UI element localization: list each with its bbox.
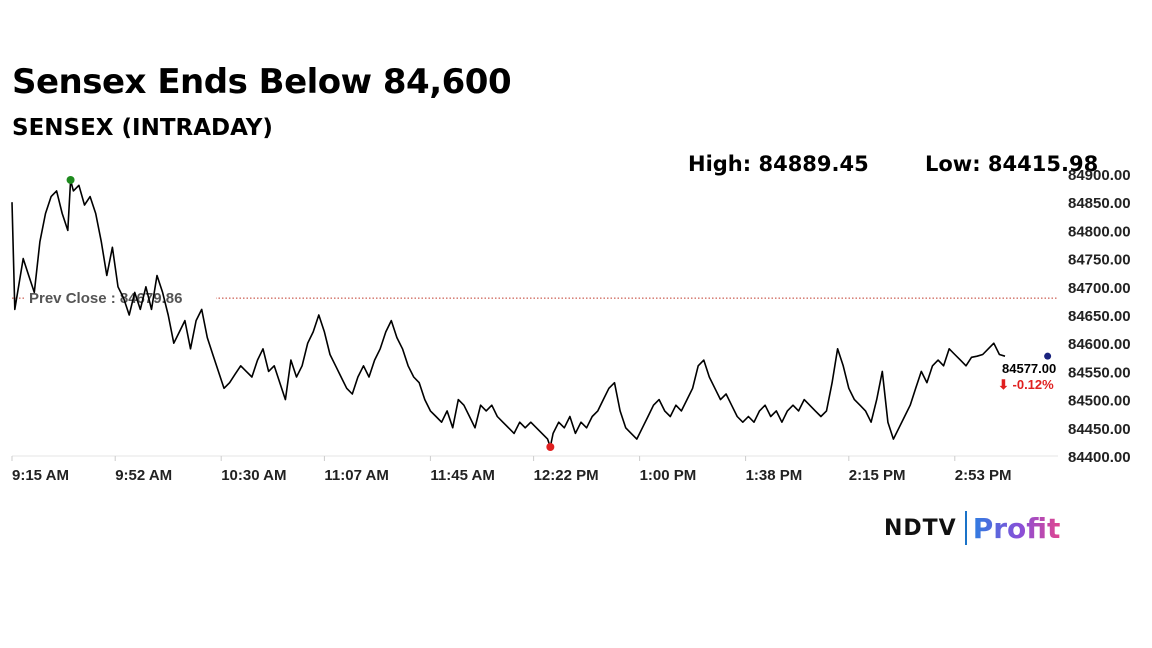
change-percent-label: ⬇ -0.12%: [998, 377, 1054, 392]
x-tick-label: 2:15 PM: [849, 467, 906, 484]
y-tick-label: 84750.00: [1068, 252, 1131, 269]
y-tick-label: 84600.00: [1068, 336, 1131, 353]
day-low-marker: [546, 442, 555, 451]
y-tick-label: 84900.00: [1068, 167, 1131, 184]
high-value: High: 84889.45: [688, 152, 869, 176]
y-tick-label: 84500.00: [1068, 393, 1131, 410]
logo-profit-text: Profit: [972, 511, 1061, 545]
low-value: Low: 84415.98: [925, 152, 1099, 176]
headline: Sensex Ends Below 84,600: [12, 62, 512, 102]
x-tick-label: 10:30 AM: [221, 467, 286, 484]
day-high-marker: [66, 175, 75, 184]
chart-subtitle: SENSEX (INTRADAY): [12, 115, 273, 141]
last-price-label: 84577.00: [1002, 361, 1056, 376]
x-tick-label: 1:38 PM: [746, 467, 803, 484]
x-tick-label: 9:52 AM: [115, 467, 172, 484]
prev-close-label: Prev Close : 84679.86: [29, 290, 182, 307]
y-tick-label: 84450.00: [1068, 421, 1131, 438]
ndtv-profit-logo: NDTV Profit: [884, 508, 1060, 548]
prev-close-label-bg: [24, 288, 216, 308]
last-price-marker: [1044, 352, 1052, 360]
x-tick-label: 11:07 AM: [324, 467, 388, 484]
y-tick-label: 84800.00: [1068, 223, 1131, 240]
logo-divider: [964, 511, 967, 545]
y-tick-label: 84850.00: [1068, 195, 1131, 212]
y-tick-label: 84400.00: [1068, 449, 1131, 466]
y-tick-label: 84650.00: [1068, 308, 1131, 325]
x-tick-label: 2:53 PM: [955, 467, 1012, 484]
x-tick-label: 12:22 PM: [534, 467, 599, 484]
logo-ndtv-text: NDTV: [884, 515, 957, 541]
y-tick-label: 84550.00: [1068, 364, 1131, 381]
y-tick-label: 84700.00: [1068, 280, 1131, 297]
x-tick-label: 1:00 PM: [640, 467, 697, 484]
x-tick-label: 11:45 AM: [430, 467, 494, 484]
price-series-line: [11, 179, 1006, 448]
x-tick-label: 9:15 AM: [12, 467, 69, 484]
